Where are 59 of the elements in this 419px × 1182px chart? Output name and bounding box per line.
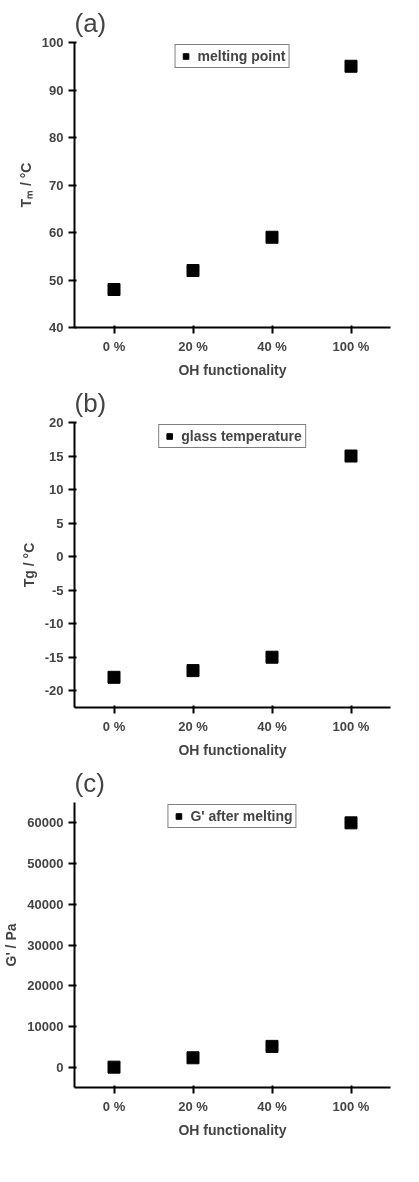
x-tick-label: 100 % xyxy=(332,718,370,734)
y-tick-label: -10 xyxy=(44,616,64,632)
x-axis-title: OH functionality xyxy=(178,1121,287,1138)
x-tick-label: 0 % xyxy=(102,718,126,734)
x-tick-label: 40 % xyxy=(257,1098,288,1114)
y-tick-label: 20000 xyxy=(27,978,64,994)
x-tick-label: 40 % xyxy=(257,338,288,354)
point xyxy=(186,664,200,678)
y-tick-label: 40000 xyxy=(27,896,64,912)
point xyxy=(186,1051,200,1065)
x-tick-label: 40 % xyxy=(257,718,288,734)
x-tick-label: 0 % xyxy=(102,338,126,354)
y-tick-label: -15 xyxy=(44,649,64,665)
y-axis-title: G' / Pa xyxy=(3,923,20,967)
x-tick-label: 20 % xyxy=(178,1098,209,1114)
y-axis-title: Tₘ / °C xyxy=(17,162,34,208)
y-tick-label: -5 xyxy=(51,582,64,598)
x-tick-label: 20 % xyxy=(178,338,209,354)
y-tick-label: 20 xyxy=(49,415,64,430)
legend-label: melting point xyxy=(197,48,286,64)
y-tick-label: 30000 xyxy=(27,937,64,953)
legend-label: G' after melting xyxy=(190,808,293,824)
x-axis-title: OH functionality xyxy=(178,361,287,378)
point xyxy=(107,670,121,684)
point xyxy=(344,449,358,463)
x-tick-label: 100 % xyxy=(332,1098,370,1114)
y-tick-label: 10000 xyxy=(27,1018,64,1034)
y-tick-label: 5 xyxy=(56,515,64,531)
y-tick-label: 60 xyxy=(49,225,64,240)
chart-title: (a) xyxy=(74,7,107,38)
chart-title: (b) xyxy=(74,387,107,418)
x-tick-label: 0 % xyxy=(102,1098,126,1114)
point xyxy=(186,264,200,277)
y-tick-label: 50000 xyxy=(27,856,64,872)
x-tick-label: 20 % xyxy=(178,718,209,734)
y-tick-label: 15 xyxy=(49,448,64,464)
y-tick-label: 50 xyxy=(49,272,64,288)
y-tick-label: 80 xyxy=(49,130,64,145)
point xyxy=(265,1039,279,1053)
y-tick-label: -20 xyxy=(44,683,64,699)
x-tick-label: 100 % xyxy=(332,338,370,354)
y-axis-title: Tg / °C xyxy=(20,542,37,588)
y-tick-label: 100 xyxy=(41,35,64,50)
y-tick-label: 60000 xyxy=(27,815,64,831)
y-tick-label: 10 xyxy=(49,482,64,498)
y-tick-label: 0 xyxy=(56,1059,64,1075)
point xyxy=(107,283,121,296)
y-tick-label: 40 xyxy=(49,320,64,335)
y-tick-label: 70 xyxy=(49,177,64,193)
legend-label: glass temperature xyxy=(181,428,302,444)
x-axis-title: OH functionality xyxy=(178,741,287,758)
point xyxy=(265,650,279,664)
point xyxy=(265,230,279,244)
point xyxy=(107,1060,121,1074)
chart-title: (c) xyxy=(74,767,105,798)
y-tick-label: 0 xyxy=(56,549,64,565)
point xyxy=(344,59,358,73)
point xyxy=(344,816,358,830)
y-tick-label: 90 xyxy=(49,82,64,98)
